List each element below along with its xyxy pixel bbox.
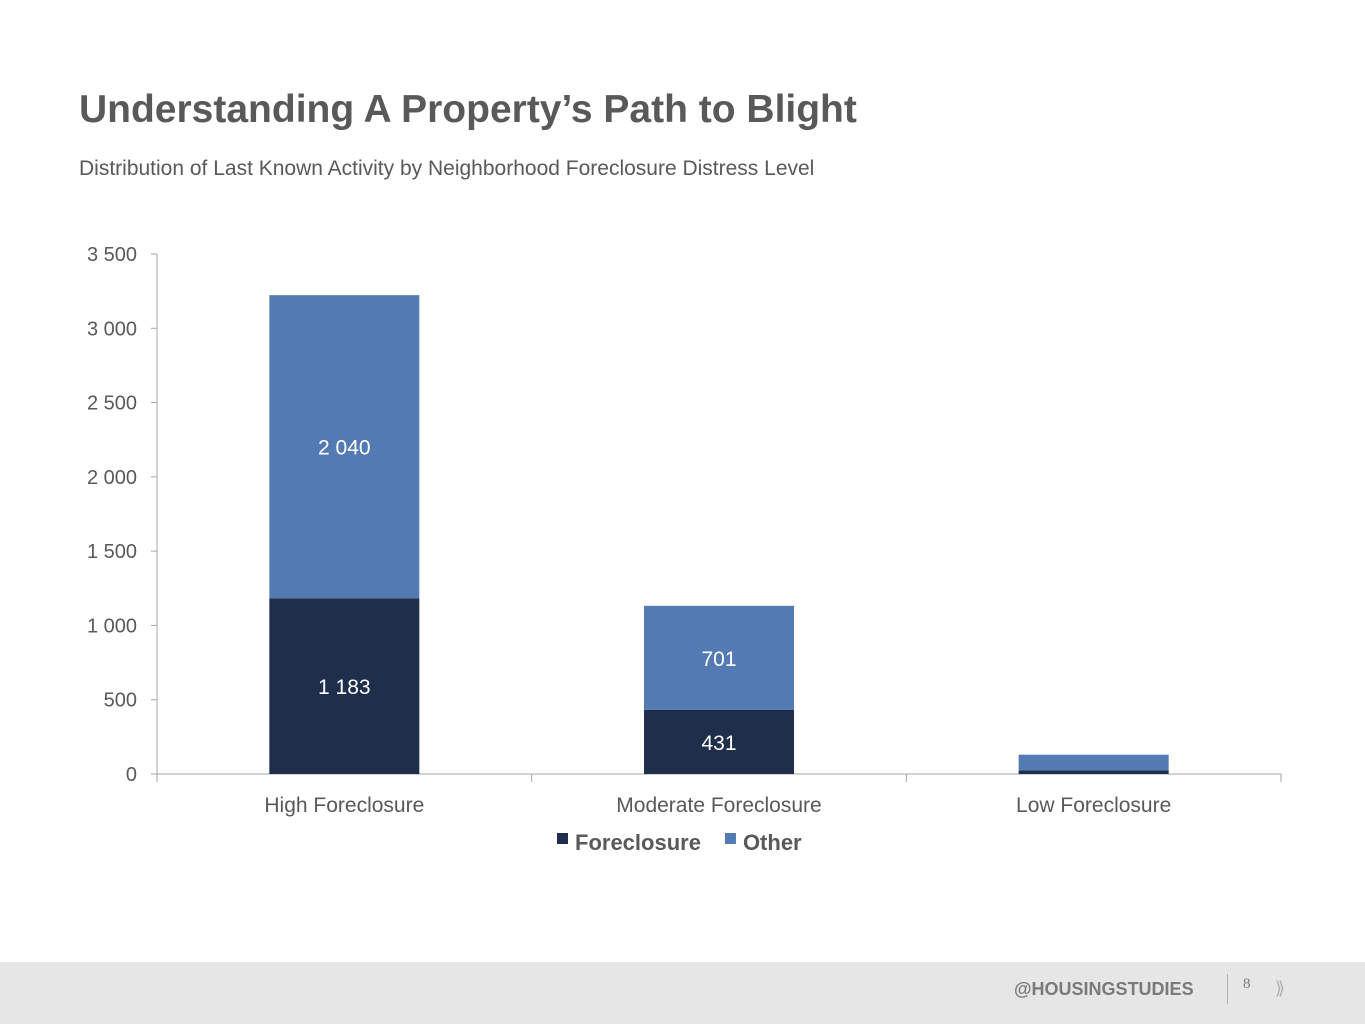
y-tick-label: 2 500	[87, 393, 137, 415]
legend-swatch-foreclosure	[557, 833, 568, 844]
y-tick-label: 3 500	[87, 244, 137, 266]
footer-bar: @HOUSINGSTUDIES 8 ⟫	[0, 962, 1365, 1024]
bar-foreclosure-0	[269, 598, 420, 774]
y-tick-label: 0	[126, 764, 137, 786]
footer-divider	[1227, 974, 1228, 1004]
data-label: 1 183	[318, 676, 371, 699]
page-number: 8	[1243, 976, 1251, 992]
bar-other-0	[269, 295, 420, 599]
page-title: Understanding A Property’s Path to Bligh…	[79, 88, 857, 131]
y-tick-label: 500	[104, 690, 137, 712]
page-subtitle: Distribution of Last Known Activity by N…	[79, 157, 815, 180]
legend-swatch-other	[724, 833, 736, 844]
bar-foreclosure-1	[644, 709, 794, 774]
data-label: 431	[701, 732, 736, 755]
data-label: 2 040	[318, 437, 371, 460]
bar-other-1	[644, 605, 794, 710]
legend-label-foreclosure: Foreclosure	[575, 830, 701, 855]
data-label: 701	[701, 648, 736, 671]
y-tick-label: 2 000	[87, 467, 137, 489]
twitter-handle: @HOUSINGSTUDIES	[1014, 979, 1194, 999]
stacked-bar-chart: 0 500 1 000 1 500 2 000 2 500 3 000 3 500 1 183 2…	[87, 244, 1282, 855]
bar-foreclosure-2	[1018, 770, 1169, 774]
y-tick-label: 3 000	[87, 318, 137, 340]
next-slide-icon[interactable]: ⟫	[1275, 978, 1286, 999]
y-tick-label: 1 500	[87, 541, 137, 563]
x-category-label: Moderate Foreclosure	[616, 794, 821, 817]
x-category-label: Low Foreclosure	[1016, 794, 1171, 817]
x-category-label: High Foreclosure	[264, 794, 424, 817]
bar-other-2	[1018, 754, 1169, 771]
y-tick-label: 1 000	[87, 615, 137, 637]
legend-label-other: Other	[743, 830, 802, 855]
